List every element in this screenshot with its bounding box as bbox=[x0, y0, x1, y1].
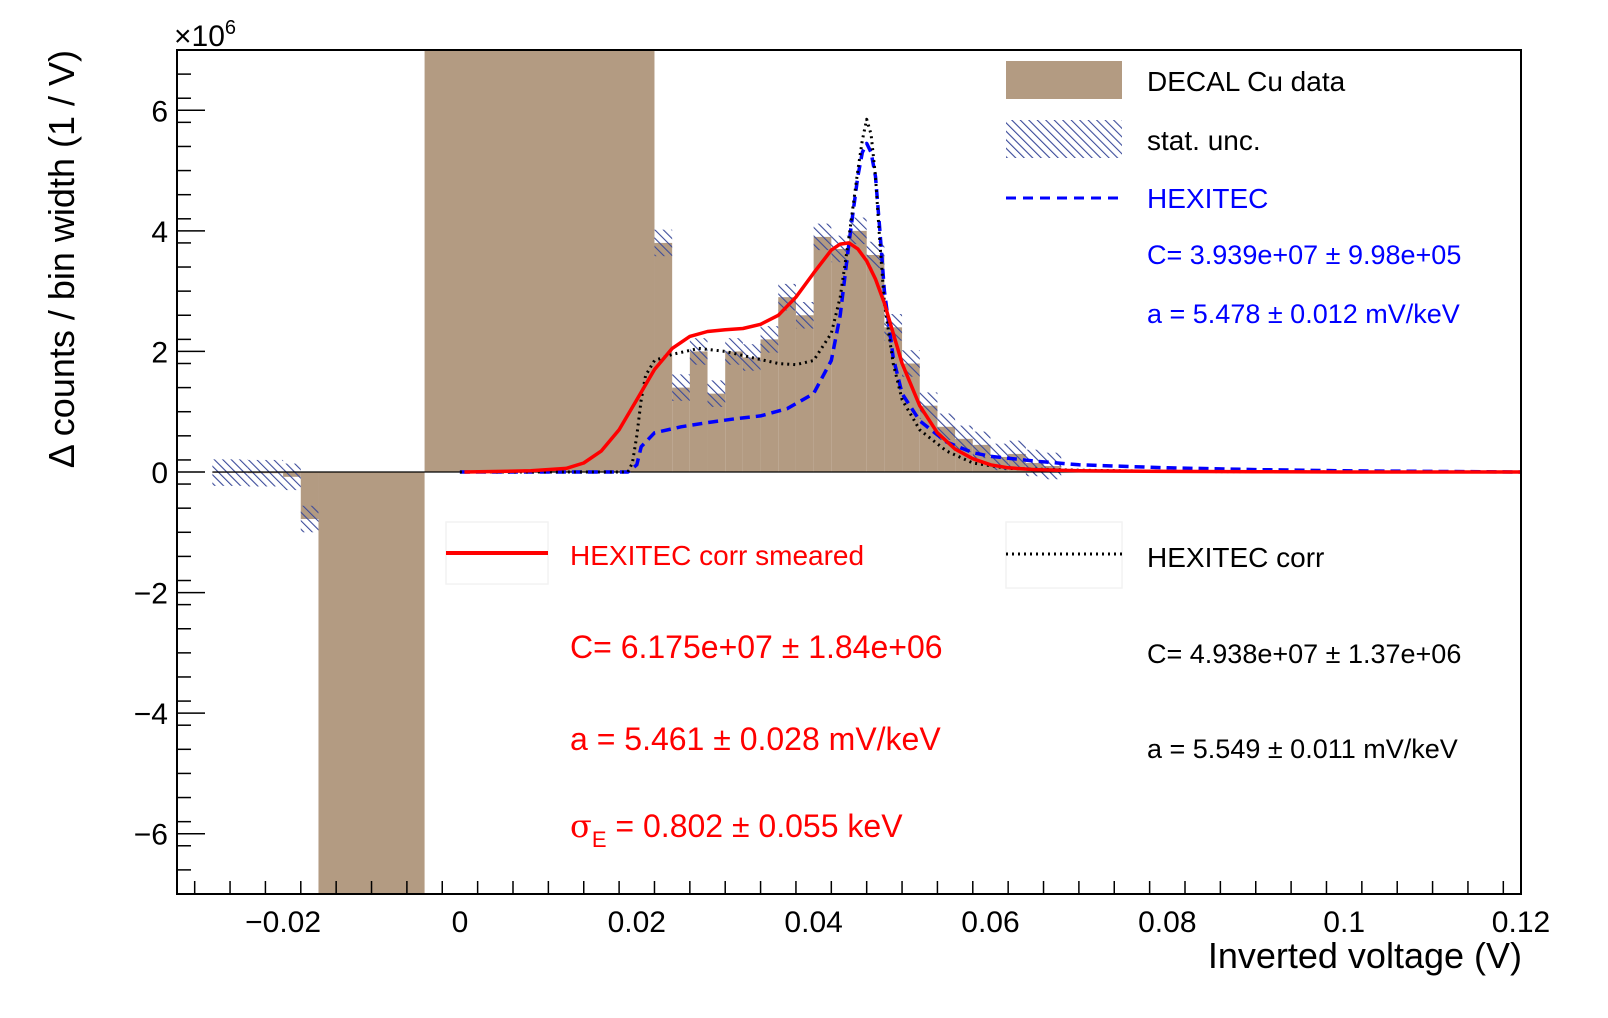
histogram-bar-7 bbox=[672, 387, 690, 472]
series-hexitec-corr-smeared-line bbox=[464, 241, 1521, 474]
y-tick-label: 4 bbox=[151, 216, 168, 249]
legend-label-hexitec: HEXITEC bbox=[1147, 183, 1268, 214]
histogram-bar-16 bbox=[831, 248, 849, 472]
x-axis: −0.02 0 0.02 0.04 0.06 0.08 0.1 0.12 bbox=[193, 881, 1550, 939]
y-tick-label: −2 bbox=[134, 578, 168, 611]
y-tick-label: 0 bbox=[151, 457, 168, 490]
histogram-bar-13 bbox=[778, 297, 796, 472]
legend-swatch-decal bbox=[1006, 61, 1122, 99]
stat-unc-band-24 bbox=[972, 431, 991, 459]
model-curves bbox=[459, 117, 1521, 474]
stat-unc-band-11 bbox=[742, 344, 761, 371]
y-axis: −6 −4 −2 0 2 4 6 bbox=[134, 49, 205, 895]
stat-unc-band-23 bbox=[955, 425, 973, 453]
y-tick-label: 2 bbox=[151, 336, 168, 369]
histogram-bar-18 bbox=[866, 254, 885, 472]
stat-unc-band-28 bbox=[1043, 452, 1062, 480]
stat-unc-band-15 bbox=[813, 223, 832, 251]
stat-unc-band-10 bbox=[725, 338, 743, 365]
y-tick-label: 6 bbox=[151, 95, 168, 128]
x-axis-title: Inverted voltage (V) bbox=[1208, 935, 1522, 976]
legend-swatch-stat-unc bbox=[1006, 120, 1122, 158]
stat-unc-band-17 bbox=[849, 217, 867, 245]
x-tick-label: 0.1 bbox=[1323, 906, 1365, 939]
x-tick-label: 0.02 bbox=[608, 906, 666, 939]
histogram-bar-14 bbox=[795, 315, 814, 472]
stat-unc-band-0 bbox=[212, 459, 248, 486]
legend-smeared: HEXITEC corr smeared C= 6.175e+07 ± 1.84… bbox=[445, 521, 943, 852]
stat-unc-bands bbox=[212, 217, 1062, 533]
sigma-subscript: E bbox=[592, 827, 607, 852]
legend-box-corr bbox=[1005, 521, 1123, 589]
stat-unc-band-1 bbox=[247, 459, 284, 487]
histogram-bar-9 bbox=[707, 393, 726, 472]
histogram-bar-11 bbox=[742, 357, 761, 472]
fit-smeared-a: a = 5.461 ± 0.028 mV/keV bbox=[570, 721, 941, 757]
sigma-symbol: σ bbox=[570, 807, 592, 845]
histogram-bar-5 bbox=[424, 50, 655, 472]
y-axis-title: Δ counts / bin width (1 / V) bbox=[41, 50, 82, 468]
histogram-bars bbox=[212, 50, 1062, 894]
legend-label-stat-unc: stat. unc. bbox=[1147, 125, 1261, 156]
series-hexitec-line bbox=[459, 141, 1521, 474]
stat-unc-band-21 bbox=[919, 392, 938, 419]
y-tick-label: −6 bbox=[134, 819, 168, 852]
fit-hexitec-c: C= 3.939e+07 ± 9.98e+05 bbox=[1147, 240, 1461, 270]
fit-smeared-c: C= 6.175e+07 ± 1.84e+06 bbox=[570, 629, 943, 665]
x-tick-label: 0.12 bbox=[1492, 906, 1550, 939]
y-tick-label: −4 bbox=[134, 698, 168, 731]
legend-label-corr: HEXITEC corr bbox=[1147, 542, 1324, 573]
sigma-value: = 0.802 ± 0.055 keV bbox=[607, 808, 904, 844]
x-tick-label: 0.06 bbox=[961, 906, 1019, 939]
legend-label-smeared: HEXITEC corr smeared bbox=[570, 540, 864, 571]
stat-unc-band-18 bbox=[866, 241, 885, 269]
fit-smeared-sigma: σE = 0.802 ± 0.055 keV bbox=[570, 807, 903, 852]
x-tick-label: 0.04 bbox=[784, 906, 842, 939]
y-multiplier-exponent: 6 bbox=[225, 17, 236, 39]
legend-corr: HEXITEC corr C= 4.938e+07 ± 1.37e+06 a =… bbox=[1005, 521, 1461, 764]
stat-unc-band-3 bbox=[300, 505, 319, 533]
stat-unc-band-7 bbox=[672, 374, 690, 401]
stat-unc-band-26 bbox=[1008, 440, 1026, 468]
x-tick-label: 0 bbox=[452, 906, 469, 939]
stat-unc-band-12 bbox=[760, 326, 779, 353]
stat-unc-band-9 bbox=[707, 380, 726, 407]
stat-unc-band-14 bbox=[795, 301, 814, 329]
x-tick-label: −0.02 bbox=[245, 906, 321, 939]
stat-unc-band-2 bbox=[283, 463, 301, 491]
histogram-bar-20 bbox=[902, 363, 920, 472]
histogram-bar-4 bbox=[318, 472, 425, 894]
stat-unc-band-22 bbox=[937, 413, 956, 441]
legend-top: DECAL Cu data stat. unc. HEXITEC C= 3.93… bbox=[1006, 61, 1461, 329]
y-multiplier-base: ×10 bbox=[174, 20, 225, 53]
histogram-bar-15 bbox=[813, 236, 832, 472]
fit-corr-c: C= 4.938e+07 ± 1.37e+06 bbox=[1147, 639, 1461, 669]
stat-unc-band-6 bbox=[654, 229, 673, 257]
histogram-bar-10 bbox=[725, 351, 743, 472]
histogram-bar-17 bbox=[849, 230, 867, 472]
x-tick-label: 0.08 bbox=[1138, 906, 1196, 939]
legend-label-decal: DECAL Cu data bbox=[1147, 66, 1346, 97]
stat-unc-band-8 bbox=[689, 338, 708, 365]
histogram-bar-12 bbox=[760, 339, 779, 472]
histogram-bar-8 bbox=[689, 351, 708, 472]
fit-hexitec-a: a = 5.478 ± 0.012 mV/keV bbox=[1147, 299, 1460, 329]
plot-area bbox=[212, 50, 1521, 894]
y-multiplier: ×106 bbox=[174, 17, 236, 53]
fit-corr-a: a = 5.549 ± 0.011 mV/keV bbox=[1147, 734, 1458, 764]
histogram-bar-19 bbox=[884, 327, 903, 472]
